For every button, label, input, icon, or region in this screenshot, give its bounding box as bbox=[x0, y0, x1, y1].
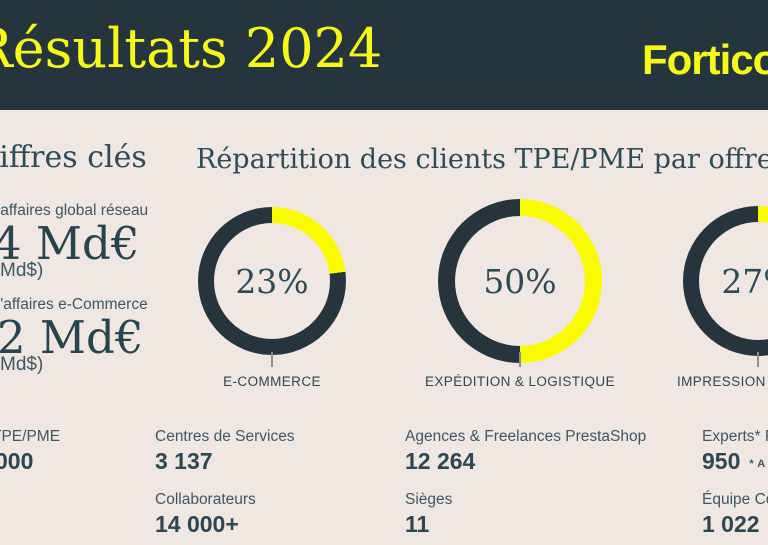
stat-label: Experts* P bbox=[702, 428, 768, 445]
stat-footnote: * A bbox=[749, 458, 766, 470]
stat-value: 950 * A bbox=[702, 449, 768, 476]
stat-label: Collaborateurs bbox=[155, 491, 256, 508]
donut-chart-impression: 27% bbox=[683, 206, 768, 356]
kpi-subvalue-global-revenue: Md$) bbox=[0, 260, 44, 281]
stat-value: 1 022 bbox=[702, 511, 760, 537]
donut-chart-e-commerce: 23% bbox=[198, 207, 346, 355]
stat-label: Sièges bbox=[405, 491, 453, 508]
donut-hole bbox=[455, 216, 585, 346]
kpi-value-global-revenue: 4 Md€ bbox=[0, 217, 140, 270]
stat-label: Équipe Co bbox=[702, 491, 768, 508]
donut-chart-expedition-logistique: 50% bbox=[438, 199, 602, 363]
stat-value-number: 950 bbox=[702, 448, 741, 474]
stat-value: 3 137 bbox=[155, 448, 213, 474]
stat-item: Agences & Freelances PrestaShop 12 264 bbox=[405, 428, 647, 474]
stat-label: Agences & Freelances PrestaShop bbox=[405, 428, 647, 445]
donut-label-impression: IMPRESSION & bbox=[677, 374, 768, 389]
key-figures-heading: Chiffres clés bbox=[0, 140, 147, 175]
stat-item: TPE/PME 000 bbox=[0, 428, 61, 474]
stat-item: Sièges 11 bbox=[405, 491, 453, 537]
connector-line bbox=[757, 352, 759, 367]
page-title: Résultats 2024 bbox=[0, 17, 383, 80]
kpi-subvalue-ecommerce-revenue: Md$) bbox=[0, 354, 44, 375]
donut-label-e-commerce: E-COMMERCE bbox=[223, 374, 321, 389]
donut-label-expedition-logistique: EXPÉDITION & LOGISTIQUE bbox=[425, 374, 615, 389]
stat-item: Centres de Services 3 137 bbox=[155, 428, 295, 474]
kpi-label-global-revenue: Chiffre d'affaires global réseau bbox=[0, 202, 149, 219]
stat-label: Centres de Services bbox=[155, 428, 295, 445]
stat-label: TPE/PME bbox=[0, 428, 61, 445]
donut-percent: 23% bbox=[235, 261, 309, 301]
stat-item: Experts* P 950 * A bbox=[702, 429, 768, 476]
donut-hole bbox=[214, 223, 330, 339]
connector-line bbox=[519, 352, 521, 367]
stat-value: 14 000+ bbox=[155, 511, 239, 537]
stat-item: Collaborateurs 14 000+ bbox=[155, 491, 256, 537]
kpi-value-ecommerce-revenue: 2 Md€ bbox=[0, 311, 144, 364]
donut-percent: 50% bbox=[483, 261, 557, 301]
brand-logo: Fortico bbox=[642, 36, 768, 83]
kpi-label-ecommerce-revenue: Chiffre d'affaires e-Commerce bbox=[0, 296, 148, 313]
stat-value: 11 bbox=[405, 511, 430, 537]
donut-percent: 27% bbox=[721, 261, 768, 301]
section-title: Répartition des clients TPE/PME par offr… bbox=[196, 144, 768, 175]
header-bar: Résultats 2024 Fortico bbox=[0, 0, 768, 110]
stat-value: 12 264 bbox=[405, 448, 476, 474]
stat-value: 000 bbox=[0, 448, 34, 474]
stat-item: Équipe Co 1 022 bbox=[702, 491, 768, 537]
connector-line bbox=[271, 352, 273, 367]
